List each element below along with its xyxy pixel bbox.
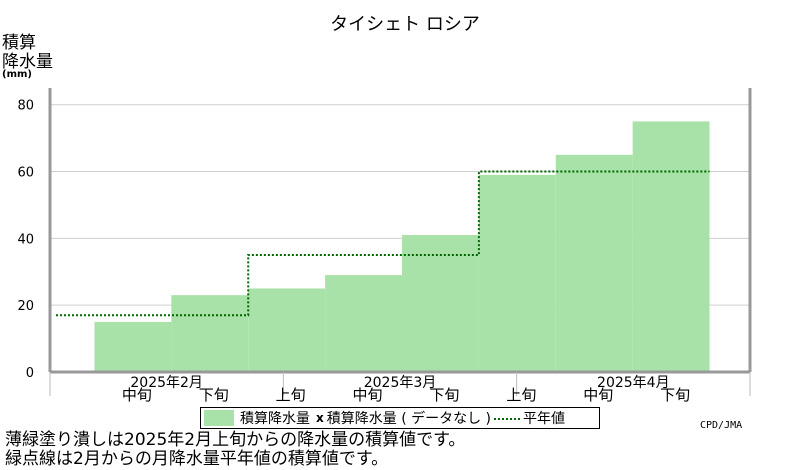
y-tick-label: 60 [17,166,34,181]
bar [555,154,633,372]
x-tick-label: 上旬 [276,386,306,404]
legend-bar-swatch [204,410,234,426]
chart-title: タイシェト ロシア [330,14,480,35]
x-tick-label: 下旬 [199,386,229,404]
legend-dotted-line-icon [494,418,521,420]
footnote-2: 緑点線は2月からの月降水量平年値の積算値です。 [5,449,389,469]
x-month-label: 2025年3月 [364,375,437,391]
x-tick-label: 中旬 [353,386,383,404]
legend-missing-mark: x [316,411,324,425]
y-tick-label: 0 [26,366,34,381]
x-tick-label: 中旬 [583,386,613,404]
y-tick-label: 40 [17,232,34,247]
footnote-1: 薄緑塗り潰しは2025年2月上旬からの降水量の積算値です。 [5,430,466,450]
y-axis-label-line-1: 積算 [2,33,36,53]
legend-normal-label: 平年値 [523,411,566,427]
bar [325,275,402,372]
bar [248,288,326,372]
x-month-label: 2025年2月 [130,375,203,391]
credit: CPD/JMA [700,420,743,431]
bar [478,174,556,372]
y-tick-label: 80 [17,99,34,114]
x-tick-label: 下旬 [660,386,690,404]
bar [94,321,172,372]
y-tick-label: 20 [17,299,34,314]
x-tick-label: 下旬 [429,386,459,404]
legend-missing-label: 積算降水量 ( データなし ) [326,411,492,427]
bar [402,235,479,372]
x-tick-label: 中旬 [122,386,152,404]
x-tick-label: 上旬 [506,386,536,404]
normal-step-line [56,170,710,317]
legend: 積算降水量 x 積算降水量 ( データなし ) 平年値 [200,407,600,429]
y-axis-unit: (mm) [2,69,32,80]
bar [171,295,249,372]
x-month-label: 2025年4月 [597,375,670,391]
y-axis-label-line-2: 降水量 [2,52,53,72]
bar [632,121,710,372]
legend-bar-label: 積算降水量 [240,411,310,427]
